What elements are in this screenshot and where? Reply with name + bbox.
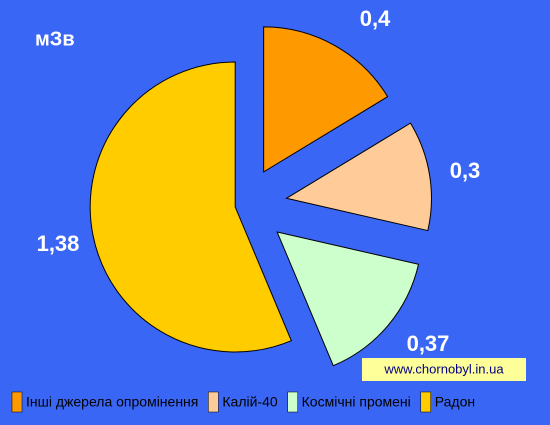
legend-label: Калій-40	[222, 394, 277, 410]
pie-slice	[276, 231, 420, 367]
pie-slice	[285, 122, 432, 232]
legend-swatch	[420, 391, 432, 413]
legend-swatch	[11, 391, 23, 413]
value-label: 0,4	[360, 6, 391, 31]
pie-slice	[89, 61, 292, 353]
source-box	[362, 358, 526, 381]
legend-label: Інші джерела опромінення	[26, 394, 198, 410]
value-label: 0,37	[407, 331, 450, 356]
legend	[0, 384, 550, 425]
pie-slice	[263, 26, 389, 173]
legend-swatch	[287, 391, 298, 413]
legend-swatch	[208, 391, 219, 413]
unit-label: мЗв	[35, 28, 75, 50]
value-label: 0,3	[450, 158, 481, 183]
value-label: 1,38	[37, 231, 80, 256]
legend-label: Космічні промені	[302, 394, 411, 410]
source: www.chornobyl.in.ua	[383, 361, 504, 376]
legend-label: Радон	[435, 394, 475, 410]
